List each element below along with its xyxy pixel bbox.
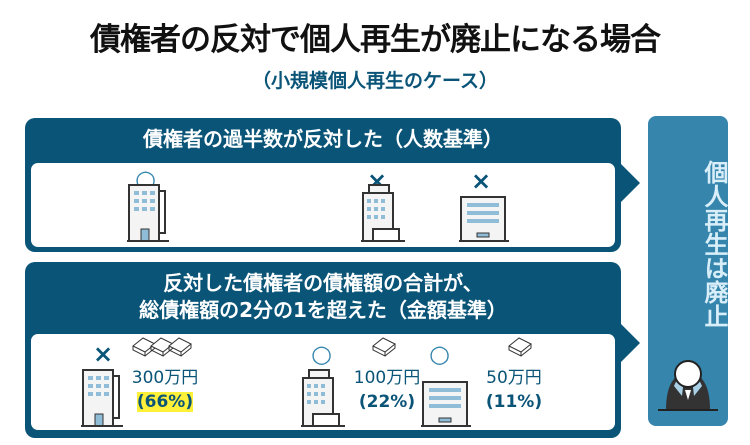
page-title: 債権者の反対で個人再生が廃止になる場合 [90, 22, 661, 58]
page-subtitle: （小規模個人再生のケース） [251, 70, 499, 92]
store-icon [421, 381, 472, 427]
large-building-icon [127, 184, 170, 242]
cash-stack-icon [132, 337, 192, 357]
oppose-mark-icon: × [93, 340, 114, 368]
result-panel: 個人再生は廃止 [648, 116, 728, 426]
approve-mark-icon: ○ [311, 340, 332, 368]
headcount-heading: 債権者の過半数が反対した（人数基準） [143, 127, 503, 151]
bowing-person-icon [658, 360, 718, 411]
result-text: 個人再生は廃止 [700, 160, 728, 328]
cash-icon [508, 337, 532, 357]
arrow-right-icon [620, 163, 640, 203]
amount-heading-line2: 総債権額の2分の1を超えた（金額基準） [139, 298, 507, 322]
headcount-panel: 債権者の過半数が反対した（人数基準） ○ × × [25, 118, 621, 252]
office-building-icon [301, 369, 346, 427]
creditor-amount: 50万円 (11%) [485, 368, 543, 412]
amount-creditors: × 300万円 (66%) ○ 100万円 (22%) ○ 50万円 (11%) [31, 334, 615, 430]
creditor-amount: 300万円 (66%) [131, 368, 199, 412]
amount-heading-line1: 反対した債権者の債権額の合計が、 [163, 271, 483, 295]
large-building-icon [81, 369, 124, 427]
creditor-amount: 100万円 (22%) [353, 368, 421, 412]
approve-mark-icon: ○ [429, 340, 450, 368]
percent-highlight: (66%) [136, 392, 194, 412]
amount-panel: 反対した債権者の債権額の合計が、 総債権額の2分の1を超えた（金額基準） × 3… [25, 262, 621, 438]
cash-stack-icon [372, 337, 396, 357]
arrow-right-icon [620, 323, 640, 363]
headcount-creditors: ○ × × [31, 163, 615, 247]
store-icon [459, 196, 510, 242]
oppose-mark-icon: × [471, 167, 492, 195]
office-building-icon [361, 184, 406, 242]
